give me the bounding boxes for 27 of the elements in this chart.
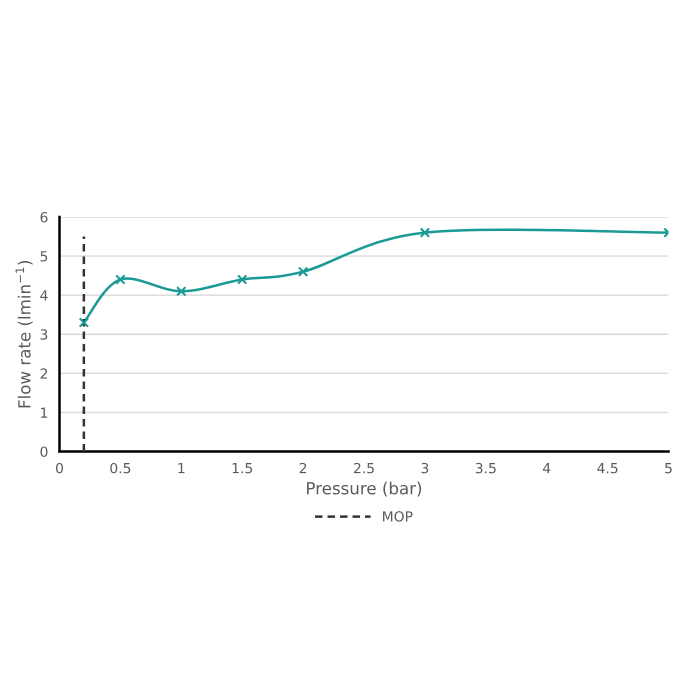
x-tick-label: 5 [665, 463, 672, 474]
y-axis-title: Flow rate (lmin$^{−1}$) [16, 261, 33, 408]
x-axis-title: Pressure (bar) [307, 482, 422, 496]
x-tick-label: 4 [542, 463, 550, 474]
x-tick-label: 1.5 [232, 463, 252, 474]
point [115, 274, 126, 285]
legend-label: MOP [383, 511, 413, 522]
point [78, 317, 90, 328]
x-tick-label: 3 [422, 462, 428, 474]
point [298, 266, 308, 277]
y-tick-label: 6 [40, 212, 48, 222]
x-tick-label: 2.5 [354, 462, 374, 474]
x-tick-label: 0 [56, 462, 63, 474]
point [236, 274, 248, 285]
x-tick-label: 3.5 [476, 462, 496, 474]
x-tick-label: 0.5 [110, 462, 130, 474]
y-tick-label: 3 [40, 329, 48, 340]
y-tick-label: 5 [40, 251, 48, 262]
y-tick-label: 2 [40, 368, 47, 379]
x-tick-label: 2 [300, 462, 306, 474]
point [176, 286, 187, 296]
y-tick-label: 4 [40, 290, 48, 300]
y-tick-label: 1 [41, 408, 48, 418]
x-tick-label: 1 [178, 463, 184, 474]
point [420, 227, 430, 238]
x-tick-label: 4.5 [597, 463, 618, 474]
y-tick-label: 0 [40, 446, 48, 457]
